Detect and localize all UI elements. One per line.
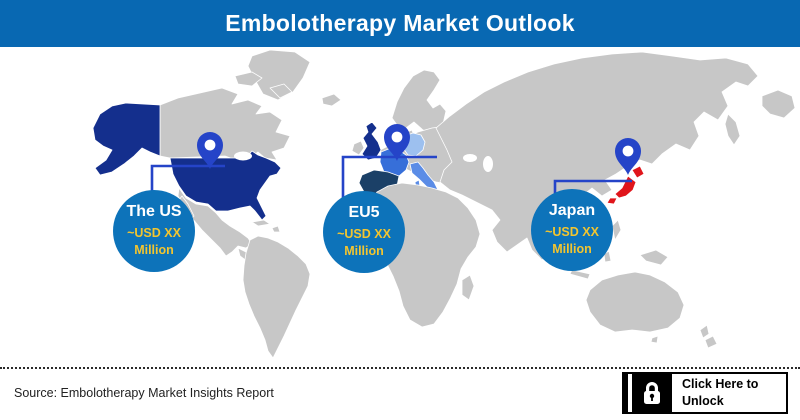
map-tasmania: [650, 335, 659, 344]
connector-eu5: [341, 155, 437, 199]
us-pin-icon: [197, 132, 223, 169]
source-text: Source: Embolotherapy Market Insights Re…: [14, 386, 274, 400]
map-philippines: [611, 219, 622, 241]
map-arctic-island: [234, 71, 263, 87]
map-japan-kyushu: [606, 197, 618, 205]
unlock-button[interactable]: Click Here to Unlock: [622, 372, 788, 414]
unlock-button-gap: [628, 374, 632, 412]
lock-box: [632, 374, 672, 412]
map-australia: [585, 271, 685, 333]
map-scandinavia: [391, 69, 447, 135]
region-badge-eu5: EU5 ~USD XX Million: [323, 191, 405, 273]
map-new-zealand: [704, 335, 718, 349]
map-us: [169, 150, 282, 221]
page-title: Embolotherapy Market Outlook: [225, 10, 575, 36]
japan-pin-icon: [615, 138, 641, 175]
map-caspian-sea: [483, 156, 493, 172]
map-java: [569, 269, 591, 280]
region-value: ~USD XX Million: [545, 225, 599, 256]
world-map: [92, 49, 796, 359]
map-iceland: [321, 93, 342, 107]
unlock-button-label: Click Here to Unlock: [682, 377, 759, 408]
map-sulawesi: [603, 250, 612, 263]
region-name: Japan: [548, 202, 596, 220]
map-arctic-island: [269, 83, 293, 99]
region-value: ~USD XX Million: [127, 226, 181, 257]
map-asia: [435, 51, 759, 261]
region-name: The US: [126, 203, 182, 221]
region-badge-us: The US ~USD XX Million: [113, 190, 195, 272]
region-badge-japan: Japan ~USD XX Million: [531, 189, 613, 271]
footer-divider: [0, 367, 800, 369]
map-hispaniola: [271, 225, 281, 233]
map-new-guinea: [639, 249, 669, 266]
map-mexico: [177, 187, 253, 257]
region-name: EU5: [348, 204, 380, 222]
map-madagascar: [461, 274, 475, 301]
map-ireland: [351, 140, 365, 156]
map-new-zealand: [699, 324, 710, 339]
map-canada: [159, 87, 291, 161]
map-chukotka: [761, 89, 796, 119]
map-great-lakes: [234, 151, 252, 161]
map-alaska: [92, 102, 161, 176]
map-kamchatka: [724, 113, 741, 146]
connector-us: [150, 164, 225, 194]
title-bar: Embolotherapy Market Outlook: [0, 0, 800, 47]
map-cuba: [251, 219, 271, 227]
map-south-america: [242, 235, 311, 359]
lock-icon: [644, 382, 660, 404]
map-japan-hokkaido: [631, 165, 645, 179]
region-value: ~USD XX Million: [337, 227, 391, 258]
eu5-pin-icon: [384, 124, 410, 161]
map-uk: [361, 121, 382, 161]
map-black-sea: [463, 154, 477, 162]
map-japan-honshu: [614, 175, 637, 199]
